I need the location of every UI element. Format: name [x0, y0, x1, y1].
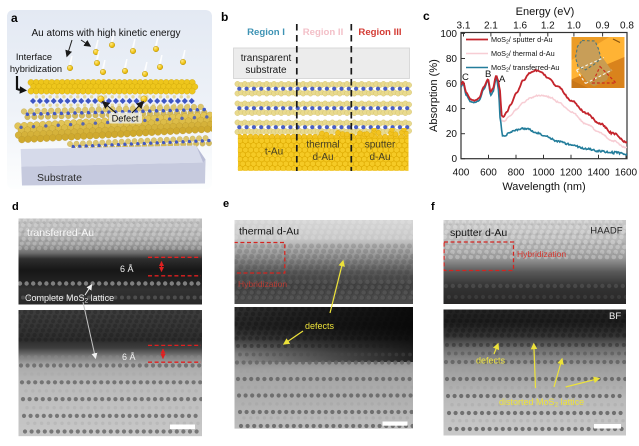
svg-text:0.8: 0.8 — [620, 21, 634, 32]
svg-text:1200: 1200 — [560, 168, 583, 179]
svg-text:defects: defects — [476, 356, 506, 366]
svg-text:0: 0 — [451, 154, 457, 165]
svg-text:BF: BF — [609, 311, 621, 322]
svg-text:c: c — [423, 9, 430, 23]
svg-text:60: 60 — [446, 79, 458, 90]
svg-text:40: 40 — [446, 104, 458, 115]
svg-text:1000: 1000 — [532, 168, 555, 179]
svg-text:1600: 1600 — [615, 168, 638, 179]
svg-text:C: C — [462, 72, 469, 83]
svg-text:substrate: substrate — [245, 65, 287, 76]
svg-text:sputter d-Au: sputter d-Au — [450, 227, 507, 239]
svg-text:transparent: transparent — [241, 53, 292, 64]
svg-text:d-Au: d-Au — [369, 152, 390, 163]
svg-text:20: 20 — [446, 129, 458, 140]
svg-text:transferred-Au: transferred-Au — [27, 227, 94, 239]
svg-text:t-Au: t-Au — [265, 147, 283, 158]
svg-text:f: f — [431, 201, 435, 213]
svg-text:80: 80 — [446, 54, 458, 65]
svg-text:d-Au: d-Au — [312, 152, 333, 163]
svg-text:1400: 1400 — [587, 168, 610, 179]
svg-text:d: d — [12, 201, 19, 213]
svg-text:thermal d-Au: thermal d-Au — [239, 226, 299, 238]
svg-text:600: 600 — [480, 168, 497, 179]
svg-text:sputter: sputter — [365, 140, 396, 151]
svg-text:Region I: Region I — [247, 27, 285, 38]
svg-text:Hybridization: Hybridization — [517, 249, 566, 259]
svg-text:2.1: 2.1 — [484, 21, 498, 32]
svg-text:1.0: 1.0 — [567, 21, 581, 32]
svg-text:800: 800 — [508, 168, 525, 179]
svg-text:MoS2/ thermal d-Au: MoS2/ thermal d-Au — [491, 49, 555, 60]
svg-text:Energy (eV): Energy (eV) — [516, 6, 575, 18]
svg-text:MoS2/ sputter d-Au: MoS2/ sputter d-Au — [491, 35, 553, 46]
svg-text:100: 100 — [440, 29, 457, 40]
svg-text:Au atoms with high kinetic ene: Au atoms with high kinetic energy — [32, 28, 181, 39]
svg-text:B: B — [485, 69, 491, 80]
svg-text:1.2: 1.2 — [541, 21, 555, 32]
svg-text:Defect: Defect — [112, 114, 139, 124]
svg-text:Hybridization: Hybridization — [238, 279, 287, 289]
svg-text:Substrate: Substrate — [37, 172, 82, 184]
svg-text:0.9: 0.9 — [596, 21, 610, 32]
svg-text:Absorption (%): Absorption (%) — [428, 59, 440, 132]
svg-text:6 Å: 6 Å — [120, 264, 134, 274]
svg-text:1.6: 1.6 — [513, 21, 527, 32]
svg-text:Wavelength (nm): Wavelength (nm) — [502, 181, 585, 193]
svg-text:a: a — [11, 11, 18, 25]
svg-text:hybridization: hybridization — [10, 64, 62, 74]
svg-text:HAADF: HAADF — [590, 226, 622, 237]
svg-text:e: e — [223, 198, 229, 210]
svg-text:Interface: Interface — [16, 52, 52, 62]
svg-text:Region II: Region II — [303, 27, 344, 38]
svg-text:400: 400 — [453, 168, 470, 179]
svg-text:Complete MoS2 lattice: Complete MoS2 lattice — [25, 293, 114, 305]
svg-text:6 Å: 6 Å — [122, 352, 136, 362]
svg-text:Region III: Region III — [358, 27, 402, 38]
svg-text:3.1: 3.1 — [457, 21, 471, 32]
svg-text:distorted MoS2 lattice: distorted MoS2 lattice — [499, 397, 584, 409]
svg-text:A: A — [499, 74, 506, 85]
svg-text:MoS2/ transferred-Au: MoS2/ transferred-Au — [491, 63, 560, 74]
svg-text:b: b — [221, 10, 228, 24]
svg-text:thermal: thermal — [306, 140, 339, 151]
svg-text:defects: defects — [305, 321, 335, 331]
